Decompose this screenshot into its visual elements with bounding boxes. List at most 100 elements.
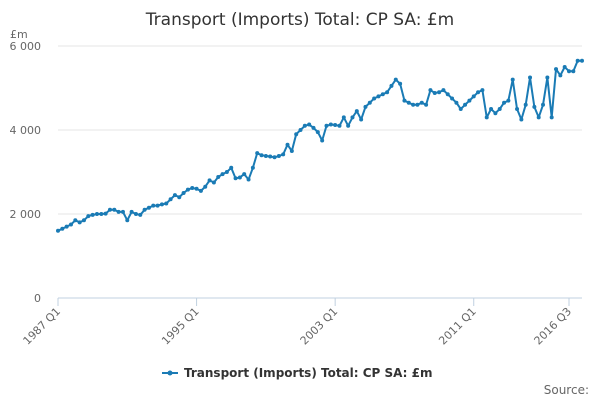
data-point[interactable] bbox=[168, 197, 173, 202]
data-point[interactable] bbox=[437, 90, 442, 95]
data-point[interactable] bbox=[415, 102, 420, 107]
data-point[interactable] bbox=[363, 104, 368, 109]
data-point[interactable] bbox=[298, 128, 303, 132]
data-point[interactable] bbox=[311, 125, 316, 130]
data-point[interactable] bbox=[203, 184, 208, 189]
data-point[interactable] bbox=[125, 218, 130, 223]
data-point[interactable] bbox=[250, 165, 255, 170]
data-point[interactable] bbox=[337, 123, 342, 128]
data-point[interactable] bbox=[259, 153, 264, 158]
data-point[interactable] bbox=[120, 209, 125, 214]
data-point[interactable] bbox=[458, 107, 463, 111]
legend[interactable]: Transport (Imports) Total: CP SA: £m bbox=[162, 366, 433, 380]
data-point[interactable] bbox=[398, 81, 403, 86]
data-point[interactable] bbox=[276, 154, 281, 159]
data-point[interactable] bbox=[181, 191, 186, 195]
data-point[interactable] bbox=[159, 202, 164, 207]
data-point[interactable] bbox=[411, 102, 416, 107]
data-point[interactable] bbox=[450, 96, 455, 101]
data-point[interactable] bbox=[64, 224, 69, 229]
data-point[interactable] bbox=[402, 98, 407, 103]
data-point[interactable] bbox=[155, 203, 160, 208]
data-point[interactable] bbox=[68, 222, 73, 227]
data-point[interactable] bbox=[558, 73, 563, 78]
data-point[interactable] bbox=[463, 102, 468, 107]
data-point[interactable] bbox=[103, 211, 108, 216]
data-point[interactable] bbox=[497, 107, 502, 111]
data-point[interactable] bbox=[190, 185, 195, 190]
data-point[interactable] bbox=[142, 207, 147, 212]
data-point[interactable] bbox=[315, 130, 320, 135]
data-point[interactable] bbox=[346, 123, 351, 128]
data-point[interactable] bbox=[532, 104, 537, 109]
data-point[interactable] bbox=[81, 218, 86, 223]
data-point[interactable] bbox=[242, 172, 247, 177]
data-point[interactable] bbox=[328, 122, 333, 127]
data-point[interactable] bbox=[281, 152, 286, 157]
data-point[interactable] bbox=[263, 154, 268, 159]
data-point[interactable] bbox=[510, 77, 515, 82]
data-point[interactable] bbox=[471, 94, 476, 99]
data-point[interactable] bbox=[419, 100, 424, 105]
data-point[interactable] bbox=[107, 207, 112, 212]
data-point[interactable] bbox=[515, 107, 520, 111]
data-point[interactable] bbox=[177, 195, 182, 200]
data-point[interactable] bbox=[207, 178, 212, 183]
data-point[interactable] bbox=[506, 98, 511, 103]
data-point[interactable] bbox=[112, 207, 117, 212]
data-point[interactable] bbox=[354, 109, 359, 114]
data-point[interactable] bbox=[133, 212, 138, 216]
data-point[interactable] bbox=[528, 75, 533, 80]
data-point[interactable] bbox=[224, 170, 229, 174]
data-point[interactable] bbox=[454, 100, 459, 105]
data-point[interactable] bbox=[216, 175, 221, 180]
data-point[interactable] bbox=[116, 209, 121, 214]
data-point[interactable] bbox=[194, 186, 199, 191]
data-point[interactable] bbox=[445, 92, 450, 97]
data-point[interactable] bbox=[389, 83, 394, 88]
data-point[interactable] bbox=[285, 142, 290, 147]
data-point[interactable] bbox=[333, 122, 338, 127]
data-point[interactable] bbox=[376, 94, 381, 99]
data-point[interactable] bbox=[493, 111, 498, 116]
data-point[interactable] bbox=[56, 228, 60, 233]
data-point[interactable] bbox=[359, 117, 364, 122]
data-point[interactable] bbox=[489, 107, 494, 111]
data-point[interactable] bbox=[289, 149, 294, 153]
data-point[interactable] bbox=[519, 117, 524, 122]
data-point[interactable] bbox=[151, 203, 156, 208]
data-point[interactable] bbox=[237, 175, 242, 180]
data-point[interactable] bbox=[229, 165, 234, 170]
data-point[interactable] bbox=[198, 188, 203, 193]
data-point[interactable] bbox=[523, 102, 528, 107]
data-point[interactable] bbox=[185, 187, 190, 192]
data-point[interactable] bbox=[73, 218, 78, 223]
data-point[interactable] bbox=[385, 90, 390, 95]
data-point[interactable] bbox=[484, 115, 489, 120]
data-point[interactable] bbox=[211, 180, 216, 185]
data-point[interactable] bbox=[94, 212, 99, 216]
data-point[interactable] bbox=[567, 69, 572, 74]
data-point[interactable] bbox=[268, 154, 273, 159]
data-point[interactable] bbox=[294, 132, 299, 137]
data-point[interactable] bbox=[367, 100, 372, 105]
data-point[interactable] bbox=[545, 75, 550, 80]
data-point[interactable] bbox=[372, 96, 377, 101]
data-point[interactable] bbox=[536, 115, 541, 120]
data-point[interactable] bbox=[320, 138, 325, 143]
data-point[interactable] bbox=[393, 77, 398, 82]
data-point[interactable] bbox=[428, 88, 433, 93]
data-point[interactable] bbox=[467, 98, 472, 103]
data-point[interactable] bbox=[302, 123, 307, 128]
data-point[interactable] bbox=[424, 102, 429, 107]
data-point[interactable] bbox=[129, 209, 134, 214]
data-point[interactable] bbox=[220, 172, 225, 177]
data-point[interactable] bbox=[406, 100, 411, 105]
data-point[interactable] bbox=[90, 212, 95, 217]
data-point[interactable] bbox=[350, 115, 355, 120]
data-point[interactable] bbox=[441, 88, 446, 93]
data-point[interactable] bbox=[575, 58, 580, 63]
data-point[interactable] bbox=[172, 193, 177, 198]
data-point[interactable] bbox=[246, 177, 251, 182]
data-point[interactable] bbox=[480, 88, 485, 93]
